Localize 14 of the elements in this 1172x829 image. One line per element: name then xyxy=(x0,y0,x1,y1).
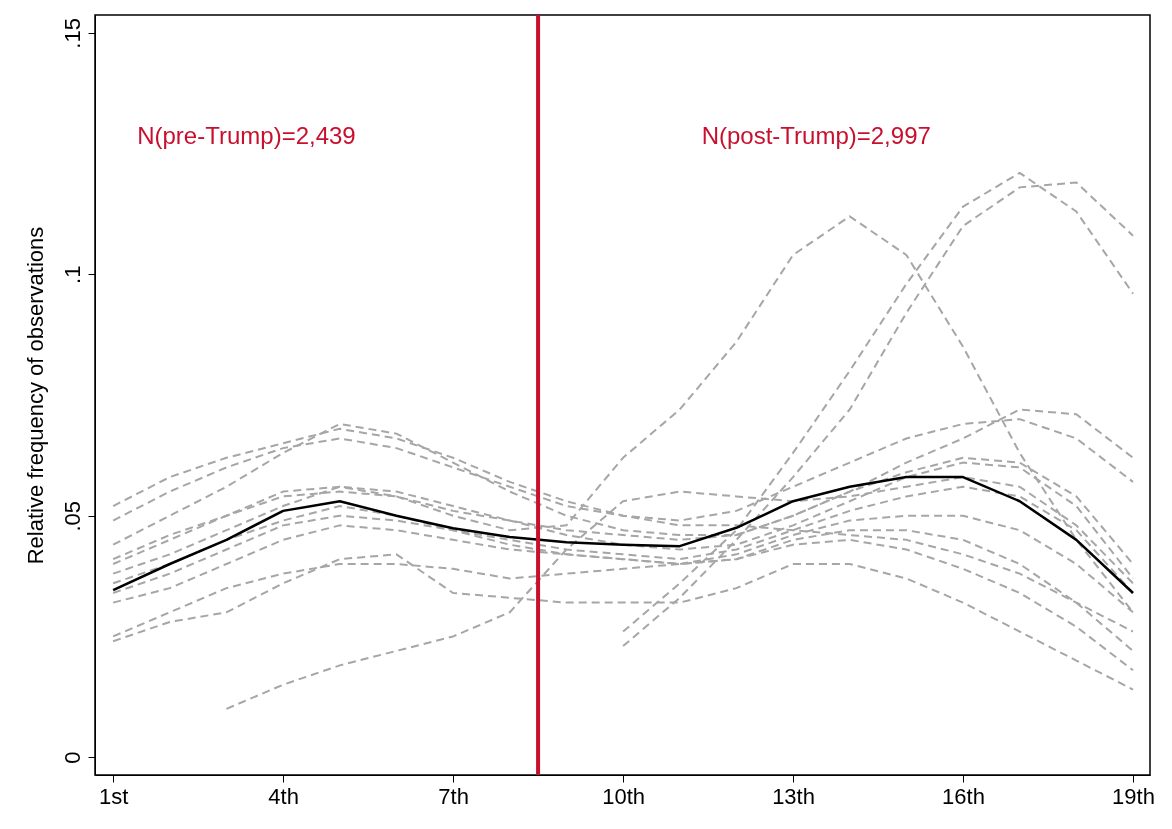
annotation: N(pre-Trump)=2,439 xyxy=(137,122,356,150)
y-tick-label: .05 xyxy=(59,500,85,532)
y-axis-title: Relative frequency of observations xyxy=(22,226,48,565)
x-tick-label: 16th xyxy=(942,783,985,809)
y-tick-label: 0 xyxy=(59,751,85,764)
x-tick-label: 19th xyxy=(1112,783,1155,809)
annotation: N(post-Trump)=2,997 xyxy=(701,122,931,150)
y-tick-label: .15 xyxy=(59,18,85,49)
y-tick-label: .1 xyxy=(59,265,85,284)
x-tick-label: 13th xyxy=(772,783,815,809)
x-tick-label: 1st xyxy=(98,783,129,809)
x-tick-label: 10th xyxy=(602,783,645,809)
x-tick-label: 4th xyxy=(268,783,299,809)
x-tick-label: 7th xyxy=(438,783,469,809)
